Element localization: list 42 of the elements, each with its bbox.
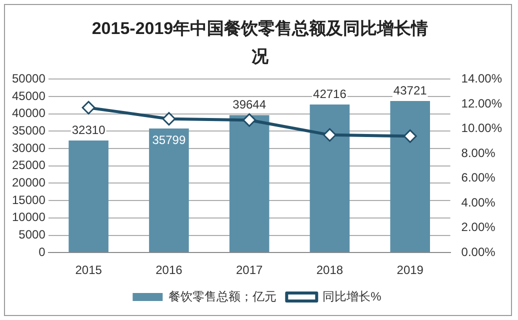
y-tick-label: 45000 (12, 88, 46, 103)
data-label: 35799 (152, 132, 186, 147)
y-tick-label: 10000 (12, 210, 46, 224)
data-label: 39644 (232, 97, 266, 112)
bar (68, 140, 108, 252)
bar (229, 115, 270, 252)
point (242, 113, 256, 127)
bar (310, 104, 350, 252)
data-label: 43721 (393, 83, 428, 98)
y2-tick-label: 0.00% (461, 244, 496, 259)
y-tick-label: 0 (38, 244, 46, 259)
y-tick-label: 35000 (12, 124, 46, 138)
y2-tick-label: 4.00% (461, 195, 496, 210)
y-tick-label: 25000 (12, 158, 46, 172)
x-tick-label: 2019 (396, 263, 424, 278)
point (322, 128, 336, 142)
x-tick-label: 2017 (236, 263, 264, 278)
y-tick-label: 50000 (12, 72, 46, 86)
y-tick-label: 20000 (12, 176, 46, 190)
y2-tick-label: 14.00% (461, 72, 502, 86)
point (403, 129, 417, 143)
y2-tick-label: 2.00% (461, 220, 496, 234)
chart-title: 2015-2019年中国餐饮零售总额及同比增长情况 (90, 18, 430, 68)
y2-tick-label: 8.00% (461, 146, 496, 160)
point (82, 100, 96, 114)
legend-label: 同比增长% (322, 289, 382, 304)
bar (390, 100, 430, 252)
y-tick-label: 5000 (18, 228, 46, 242)
bar (149, 128, 189, 252)
legend-label: 餐饮零售总额；亿元 (168, 289, 277, 304)
x-tick-label: 2016 (156, 263, 183, 278)
data-label: 32310 (72, 122, 106, 137)
y2-tick-label: 12.00% (461, 96, 502, 110)
x-tick-label: 2015 (75, 263, 102, 278)
y-tick-label: 30000 (12, 140, 46, 155)
y2-tick-label: 6.00% (461, 170, 496, 185)
y-tick-label: 40000 (12, 106, 46, 120)
point (162, 112, 176, 126)
x-tick-label: 2018 (316, 263, 344, 278)
y-tick-label: 15000 (12, 192, 46, 207)
data-label: 42716 (313, 86, 347, 101)
y2-tick-label: 10.00% (461, 121, 502, 136)
